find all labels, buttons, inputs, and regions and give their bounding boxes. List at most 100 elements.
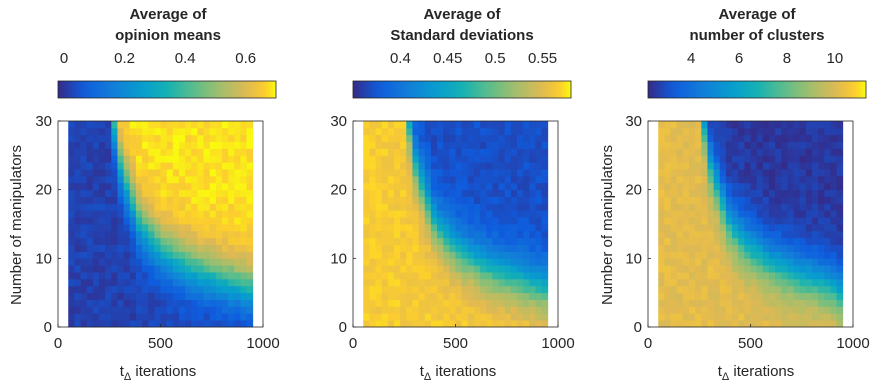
heatmap-cell (535, 189, 542, 197)
heatmap-cell (394, 244, 401, 252)
heatmap-cell (240, 292, 247, 300)
heatmap-cell (375, 251, 383, 259)
heatmap-cell (467, 272, 475, 280)
heatmap-cell (234, 292, 241, 300)
heatmap-cell (682, 155, 690, 163)
heatmap-cell (92, 313, 100, 321)
heatmap-cell (523, 224, 530, 232)
heatmap-cell (375, 230, 383, 239)
heatmap-cell (387, 182, 395, 191)
heatmap-cell (732, 292, 739, 300)
heatmap-cell (166, 313, 174, 321)
heatmap-cell (117, 224, 124, 232)
heatmap-cell (744, 299, 751, 307)
heatmap-cell (682, 217, 690, 225)
heatmap-cell (105, 237, 112, 245)
heatmap-cell (215, 210, 223, 218)
heatmap-cell (154, 189, 161, 197)
heatmap-cell (768, 251, 776, 259)
heatmap-cell (480, 162, 487, 170)
heatmap-cell (172, 182, 180, 191)
heatmap-cell (787, 292, 794, 300)
heatmap-cell (695, 141, 702, 149)
heatmap-cell (117, 258, 124, 266)
heatmap-cell (695, 134, 702, 142)
heatmap-cell (129, 189, 137, 197)
heatmap-cell (412, 258, 419, 266)
heatmap-cell (793, 134, 801, 142)
heatmap-cell (437, 134, 444, 142)
heatmap-cell (99, 189, 106, 197)
heatmap-cell (529, 292, 536, 300)
heatmap-cell (535, 258, 542, 266)
heatmap-cell (768, 148, 776, 156)
heatmap-cell (363, 127, 370, 136)
heatmap-cell (363, 182, 370, 191)
heatmap-cell (676, 292, 684, 300)
heatmap-cell (473, 258, 481, 266)
heatmap-cell (805, 320, 813, 328)
heatmap-cell (818, 175, 825, 184)
heatmap-cell (762, 148, 770, 156)
heatmap-cell (74, 237, 81, 245)
heatmap-cell (461, 230, 469, 239)
heatmap-cell (498, 306, 506, 314)
heatmap-cell (670, 175, 678, 184)
heatmap-cell (228, 251, 235, 259)
heatmap-cell (467, 285, 475, 294)
heatmap-cell (424, 313, 432, 321)
heatmap-cell (504, 182, 512, 191)
heatmap-cell (461, 148, 469, 156)
heatmap-cell (437, 162, 444, 170)
heatmap-cell (535, 224, 542, 232)
heatmap-cell (787, 306, 794, 314)
heatmap-cell (805, 251, 813, 259)
heatmap-cell (787, 203, 794, 211)
heatmap-cell (203, 155, 211, 163)
heatmap-cell (135, 182, 143, 191)
heatmap-cell (123, 182, 131, 191)
heatmap-cell (197, 230, 204, 239)
heatmap-cell (682, 182, 690, 191)
heatmap-cell (437, 175, 444, 184)
heatmap-cell (154, 306, 161, 314)
heatmap-cell (836, 210, 844, 218)
heatmap-cell (111, 244, 118, 252)
heatmap-cell (756, 141, 764, 149)
heatmap-cell (732, 265, 739, 273)
heatmap-cell (480, 306, 487, 314)
heatmap-cell (510, 127, 518, 136)
heatmap-cell (363, 155, 370, 163)
heatmap-cell (92, 121, 100, 129)
heatmap-cell (80, 127, 88, 136)
heatmap-cell (142, 162, 149, 170)
heatmap-cell (86, 169, 94, 177)
heatmap-cell (824, 203, 831, 211)
heatmap-cell (105, 244, 112, 252)
heatmap-cell (135, 141, 143, 149)
heatmap-cell (676, 265, 684, 273)
heatmap-cell (768, 182, 776, 191)
x-axis-label: tΔ iterations (718, 363, 795, 383)
heatmap-cell (768, 244, 776, 252)
heatmap-cell (670, 306, 678, 314)
heatmap-cell (178, 251, 186, 259)
heatmap-cell (713, 244, 721, 252)
heatmap-cell (148, 237, 155, 245)
heatmap-cell (92, 189, 100, 197)
heatmap-cell (541, 141, 549, 149)
heatmap-cell (154, 278, 161, 287)
heatmap-cell (682, 265, 690, 273)
heatmap-cell (658, 203, 665, 211)
heatmap-cell (480, 217, 487, 225)
heatmap-cell (504, 306, 512, 314)
heatmap-cell (80, 189, 88, 197)
heatmap-cell (148, 121, 155, 129)
heatmap-cell (781, 299, 788, 307)
heatmap-cell (523, 313, 530, 321)
x-axis-label: tΔ iterations (120, 363, 197, 383)
heatmap-cell (812, 313, 819, 321)
heatmap-cell (234, 189, 241, 197)
heatmap-cell (92, 285, 100, 294)
